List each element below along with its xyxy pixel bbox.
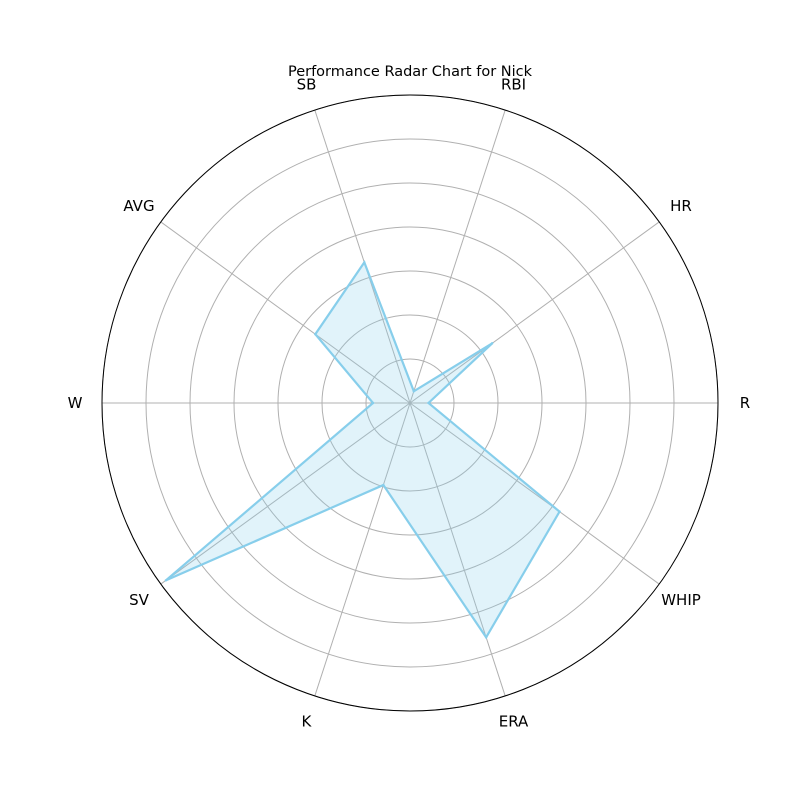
axis-label-avg: AVG — [123, 197, 154, 215]
data-point-whip — [558, 510, 561, 513]
grid-spoke-whip — [409, 402, 660, 585]
grid-spoke-k — [314, 402, 411, 697]
data-point-k — [382, 483, 385, 487]
grid-spoke-rbi — [409, 109, 506, 404]
grid-layer — [101, 94, 719, 712]
data-point-w — [371, 401, 375, 405]
data-point-rbi — [412, 390, 416, 393]
series-area — [165, 262, 560, 638]
axis-label-w: W — [68, 394, 83, 412]
axis-label-k: K — [302, 713, 313, 731]
axis-label-sb: SB — [297, 75, 317, 93]
grid-spoke-sv — [160, 402, 411, 585]
series-layer — [164, 260, 561, 640]
outer-frame — [101, 94, 719, 712]
data-point-avg — [314, 333, 317, 336]
axis-label-hr: HR — [670, 197, 692, 215]
data-point-sv — [164, 579, 168, 582]
grid-spoke-era — [409, 402, 506, 697]
data-point-era — [484, 636, 488, 639]
data-point-sb — [363, 261, 366, 264]
grid-spoke-hr — [409, 221, 660, 404]
grid-spoke-sb — [314, 109, 411, 404]
axis-label-rbi: RBI — [501, 75, 526, 93]
data-point-hr — [491, 342, 494, 345]
data-point-r — [427, 401, 430, 405]
chart-title: Performance Radar Chart for Nick — [288, 64, 533, 80]
grid-spoke-avg — [160, 221, 411, 404]
label-layer: R HR RBI SB AVG W SV K ERA WHIP — [68, 75, 751, 730]
axis-label-sv: SV — [129, 591, 150, 609]
axis-label-r: R — [740, 394, 750, 412]
axis-label-whip: WHIP — [661, 591, 701, 609]
axis-label-era: ERA — [499, 713, 529, 731]
